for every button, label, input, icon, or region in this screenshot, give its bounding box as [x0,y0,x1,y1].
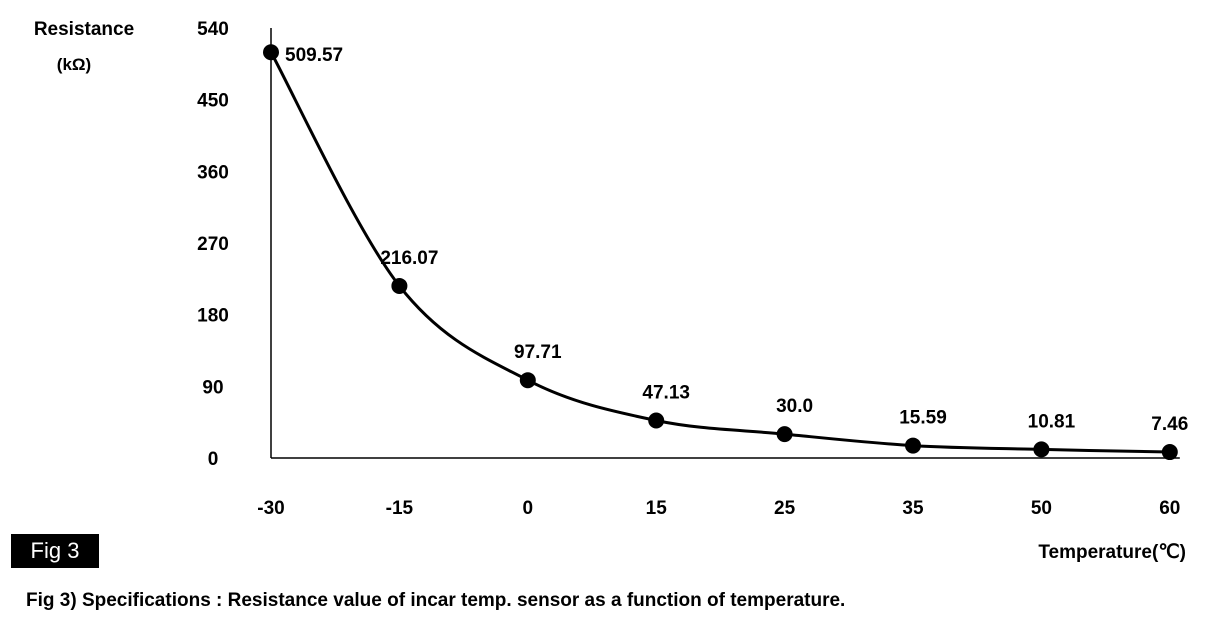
figure-caption: Fig 3) Specifications : Resistance value… [26,590,846,611]
y-tick-label: 90 [202,377,223,398]
x-tick-label: 25 [774,498,796,519]
data-point [905,437,921,454]
data-label: 7.46 [1151,414,1188,435]
y-axis-unit: (kΩ) [57,55,91,74]
data-label: 15.59 [899,408,947,429]
x-tick-label: 0 [523,498,534,519]
y-tick-label: 360 [197,162,229,183]
data-point [648,412,665,429]
data-label: 97.71 [514,342,562,363]
data-point [1033,441,1050,458]
data-point [519,372,536,389]
data-label: 30.0 [776,396,813,417]
y-tick-label: 270 [197,234,229,255]
x-tick-label: -30 [257,498,284,519]
figure-badge: Fig 3 [11,534,99,568]
y-tick-label: 0 [208,449,219,470]
x-tick-label: 50 [1031,498,1052,519]
y-tick-label: 450 [197,91,229,112]
data-label: 47.13 [642,382,690,403]
x-tick-label: 60 [1159,498,1180,519]
series-line [269,51,1170,454]
data-point [263,44,279,61]
x-tick-label: -15 [386,498,414,519]
x-tick-label: 35 [902,498,924,519]
data-point [1161,444,1178,461]
data-point [391,277,408,294]
data-point [776,426,793,443]
x-axis-title: Temperature(℃) [1038,542,1186,563]
y-tick-label: 180 [197,306,229,327]
data-label: 216.07 [380,248,438,269]
data-label: 509.57 [285,45,343,66]
y-axis-title: Resistance [34,19,134,40]
y-tick-label: 540 [197,19,229,40]
data-label: 10.81 [1028,411,1076,432]
x-tick-label: 15 [646,498,668,519]
